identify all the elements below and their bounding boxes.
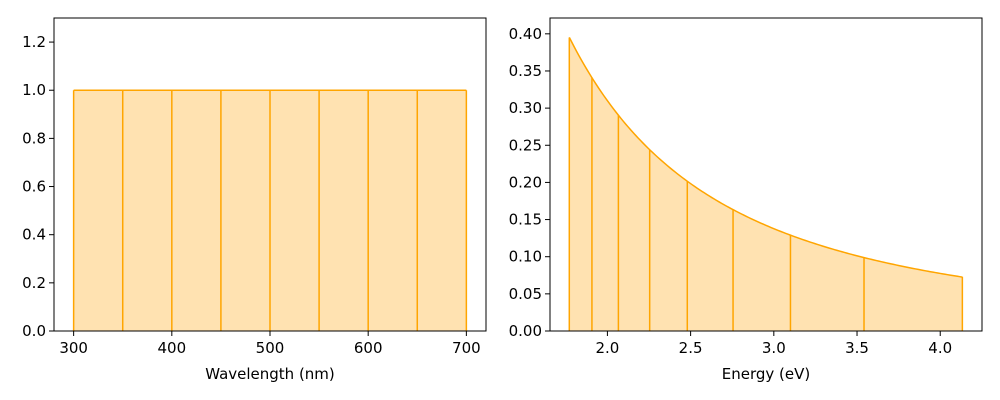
area-fill: [569, 37, 963, 331]
x-tick-label: 3.5: [845, 339, 869, 357]
x-tick-label: 400: [157, 339, 186, 357]
x-tick-label: 300: [59, 339, 88, 357]
x-axis-label: Wavelength (nm): [205, 365, 335, 383]
x-tick-label: 600: [354, 339, 383, 357]
y-tick-label: 0.6: [22, 178, 46, 196]
y-tick-label: 0.30: [509, 99, 542, 117]
x-tick-label: 4.0: [928, 339, 952, 357]
x-tick-label: 3.0: [762, 339, 786, 357]
y-tick-label: 0.10: [509, 248, 542, 266]
y-tick-label: 0.05: [509, 285, 542, 303]
axes-frame: [549, 17, 983, 332]
x-tick-label: 2.0: [595, 339, 619, 357]
energy-panel: 2.0 2.5 3.0 3.5 4.0 0.00 0.05 0.10 0.15 0.20 0.25 0…: [509, 17, 983, 383]
y-tick-label: 0.40: [509, 25, 542, 43]
y-tick-label: 0.20: [509, 173, 542, 191]
x-tick-label: 700: [452, 339, 481, 357]
y-tick-label: 0.00: [509, 322, 542, 340]
x-axis-label: Energy (eV): [722, 365, 810, 383]
y-tick-label: 0.8: [22, 129, 46, 147]
y-tick-label: 0.0: [22, 322, 46, 340]
y-tick-label: 1.2: [22, 33, 46, 51]
curve-line: [568, 36, 963, 278]
y-tick-label: 0.2: [22, 274, 46, 292]
x-tick-label: 500: [256, 339, 285, 357]
y-tick-label: 1.0: [22, 81, 46, 99]
y-tick-label: 0.4: [22, 226, 46, 244]
y-tick-label: 0.15: [509, 211, 542, 229]
y-tick-label: 0.35: [509, 62, 542, 80]
wavelength-panel: 300 400 500 600 700 0.0 0.2 0.4 0.6 0.8 1.0 1.2 Wave…: [22, 17, 487, 383]
y-tick-label: 0.25: [509, 136, 542, 154]
x-tick-label: 2.5: [679, 339, 703, 357]
